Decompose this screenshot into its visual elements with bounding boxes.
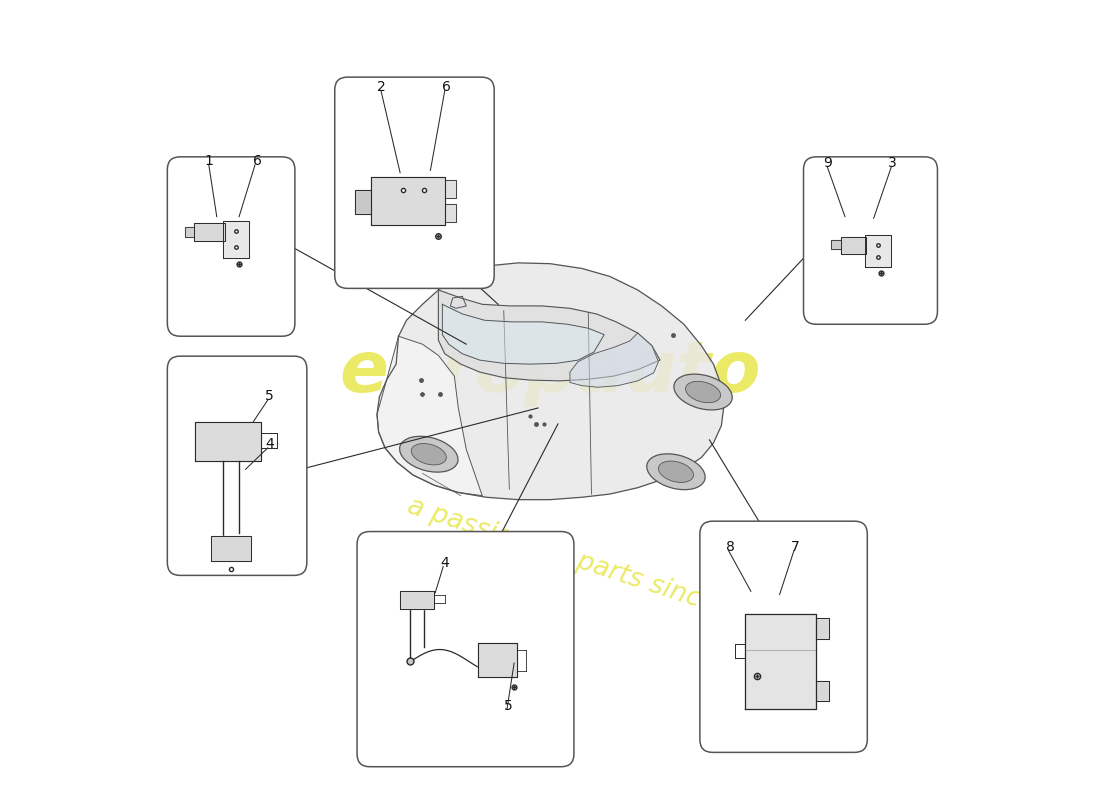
Polygon shape (371, 177, 444, 225)
Polygon shape (223, 221, 249, 258)
Polygon shape (830, 240, 842, 250)
Text: 2: 2 (376, 80, 385, 94)
Polygon shape (816, 681, 829, 702)
Text: europauto: europauto (339, 338, 761, 406)
Polygon shape (439, 290, 660, 381)
Polygon shape (377, 263, 724, 500)
Text: 7: 7 (791, 540, 800, 554)
Polygon shape (185, 227, 195, 237)
Polygon shape (816, 618, 829, 639)
Text: 4: 4 (440, 556, 449, 570)
Polygon shape (478, 643, 517, 678)
Text: 1: 1 (205, 154, 213, 168)
Ellipse shape (399, 436, 458, 472)
Text: 5: 5 (265, 389, 274, 403)
Ellipse shape (674, 374, 733, 410)
Text: 9: 9 (823, 156, 832, 170)
FancyBboxPatch shape (334, 77, 494, 288)
Polygon shape (842, 237, 867, 254)
Text: 6: 6 (442, 80, 451, 94)
Polygon shape (865, 235, 891, 267)
Text: 5: 5 (504, 699, 513, 713)
Polygon shape (745, 614, 816, 710)
Ellipse shape (659, 461, 693, 482)
Polygon shape (442, 304, 604, 364)
Ellipse shape (411, 443, 447, 465)
Polygon shape (444, 180, 455, 198)
Polygon shape (211, 535, 251, 561)
Ellipse shape (685, 382, 720, 402)
Polygon shape (444, 204, 455, 222)
Ellipse shape (647, 454, 705, 490)
FancyBboxPatch shape (167, 356, 307, 575)
Polygon shape (400, 591, 434, 609)
Polygon shape (377, 336, 482, 496)
Text: a passion for parts since 1985: a passion for parts since 1985 (405, 494, 791, 642)
Polygon shape (195, 422, 262, 462)
Polygon shape (354, 190, 371, 214)
Text: 4: 4 (265, 437, 274, 451)
Text: 8: 8 (726, 540, 735, 554)
Text: 3: 3 (889, 156, 898, 170)
FancyBboxPatch shape (167, 157, 295, 336)
FancyBboxPatch shape (358, 531, 574, 766)
Polygon shape (570, 333, 659, 387)
FancyBboxPatch shape (700, 521, 867, 752)
Text: 6: 6 (253, 154, 262, 168)
Polygon shape (195, 223, 224, 241)
FancyBboxPatch shape (803, 157, 937, 324)
